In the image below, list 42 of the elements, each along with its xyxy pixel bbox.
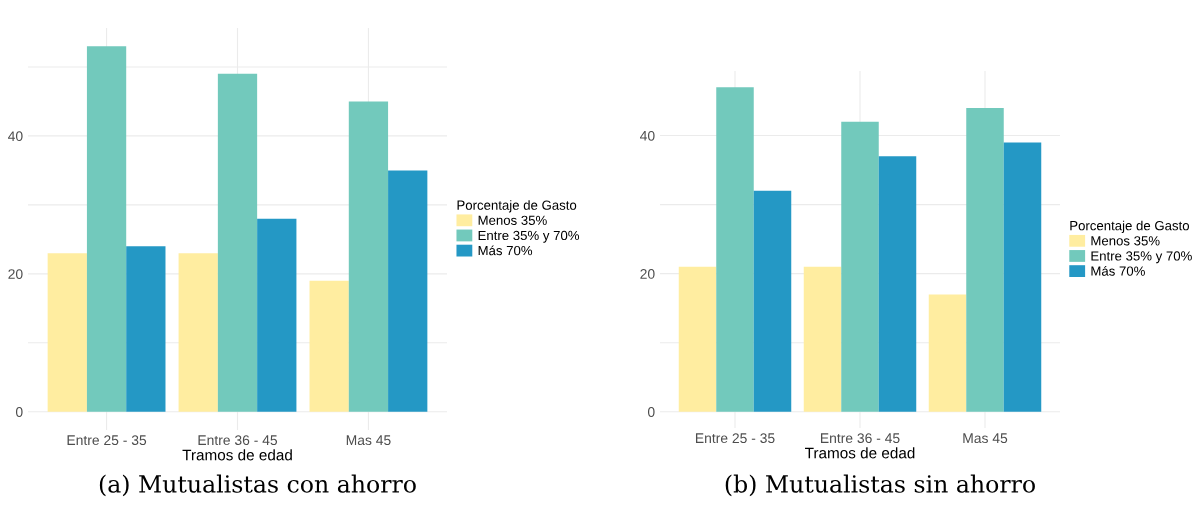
bar xyxy=(1003,142,1042,412)
bar xyxy=(126,246,166,412)
y-tick-label: 0 xyxy=(15,407,23,417)
text: (a) Mutualistas con ahorro xyxy=(99,474,416,497)
bar xyxy=(878,156,917,412)
bar xyxy=(309,280,349,412)
x-tick-label: Mas 45 xyxy=(346,435,391,446)
legend-label: Más 70% xyxy=(1091,265,1145,276)
legend-label: Entre 35% y 70% xyxy=(1091,251,1192,264)
x-tick-label: Entre 25 - 35 xyxy=(67,435,147,446)
legend-label: Menos 35% xyxy=(1091,236,1160,246)
bar xyxy=(47,253,87,412)
bar xyxy=(86,46,127,412)
x-tick-label: Entre 36 - 45 xyxy=(198,435,278,446)
x-axis-title: Tramos de edad xyxy=(182,449,292,461)
bar xyxy=(678,266,717,412)
legend-label: Menos 35% xyxy=(478,215,547,225)
bar xyxy=(841,121,879,412)
bar xyxy=(753,190,792,412)
bar xyxy=(348,101,389,412)
y-tick-label: 20 xyxy=(640,269,655,279)
bar xyxy=(217,73,258,412)
bar xyxy=(716,87,754,412)
legend-title: Porcentaje de Gasto xyxy=(1070,220,1190,233)
bar xyxy=(803,266,842,412)
bar xyxy=(966,107,1004,412)
y-tick-label: 40 xyxy=(8,131,23,142)
legend-label: Más 70% xyxy=(478,245,533,256)
text: (b) Mutualistas sin ahorro xyxy=(725,474,1035,497)
bar xyxy=(928,294,967,412)
x-axis-title: Tramos de edad xyxy=(805,447,915,459)
legend-label: Entre 35% y 70% xyxy=(478,230,580,243)
x-tick-label: Entre 36 - 45 xyxy=(820,433,900,444)
bar xyxy=(388,170,428,412)
bar xyxy=(257,218,297,412)
y-tick-label: 20 xyxy=(8,269,23,279)
y-tick-label: 0 xyxy=(647,407,655,417)
legend-title: Porcentaje de Gasto xyxy=(457,200,577,213)
bar xyxy=(178,253,218,412)
y-tick-label: 40 xyxy=(640,130,655,141)
x-tick-label: Entre 25 - 35 xyxy=(695,433,775,444)
x-tick-label: Mas 45 xyxy=(963,433,1008,444)
